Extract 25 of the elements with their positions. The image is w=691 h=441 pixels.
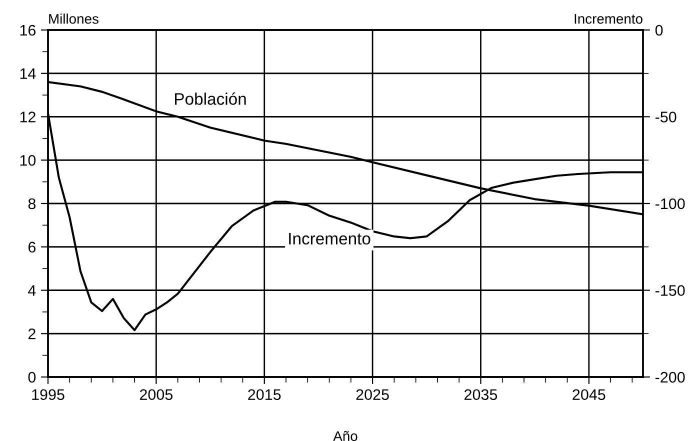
series-label: Incremento — [289, 232, 370, 245]
y-tick-label: 10 — [20, 154, 36, 166]
x-axis-title: Año — [333, 430, 358, 441]
y-tick-label: 12 — [20, 112, 36, 122]
x-tick-label: 2015 — [248, 389, 281, 400]
x-tick-label: 1995 — [32, 389, 64, 400]
series-label: Población — [175, 92, 246, 105]
y2-tick-label: -200 — [655, 372, 685, 383]
y-tick-label: 6 — [28, 242, 36, 253]
y-tick-label: 8 — [28, 198, 36, 210]
y-tick-label: 2 — [28, 328, 36, 340]
y-axis-title: Millones — [49, 14, 98, 24]
y-tick-label: 14 — [20, 68, 36, 79]
y2-tick-label: 0 — [655, 24, 663, 36]
y-tick-label: 4 — [28, 285, 36, 296]
y-tick-label: 0 — [28, 372, 36, 383]
x-tick-label: 2035 — [464, 389, 498, 400]
y2-tick-label: -100 — [655, 198, 685, 210]
y2-tick-label: -50 — [655, 112, 676, 122]
y2-tick-label: -150 — [655, 285, 685, 296]
y2-axis-title: Incremento — [574, 14, 642, 24]
y-tick-label: 16 — [20, 24, 36, 36]
x-tick-label: 2045 — [572, 389, 606, 400]
x-tick-label: 2005 — [140, 389, 173, 400]
x-tick-label: 2025 — [356, 389, 389, 400]
